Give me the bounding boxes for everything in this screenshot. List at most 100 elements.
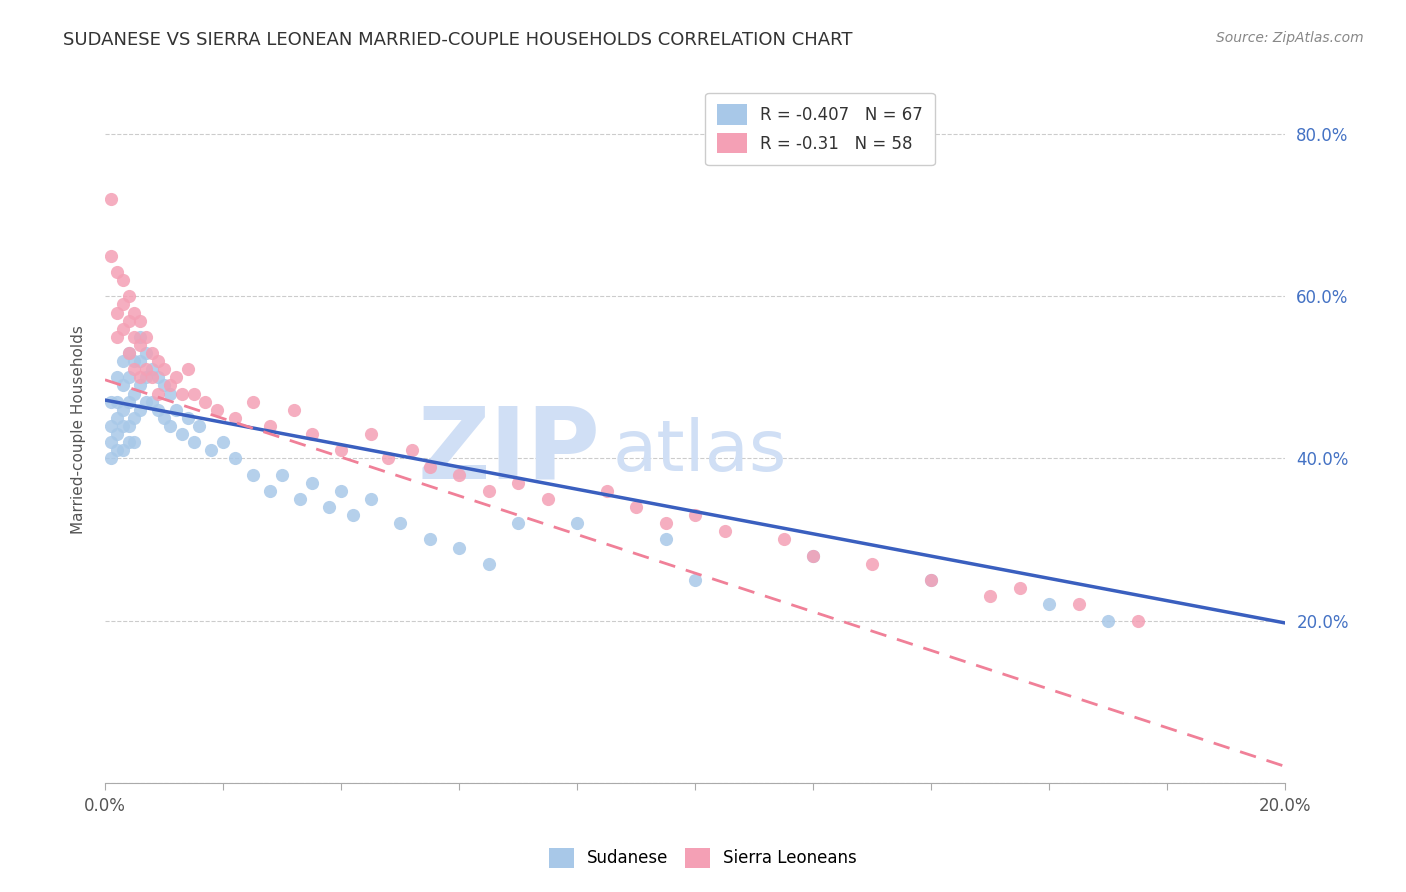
Point xyxy=(565,516,588,531)
Point xyxy=(212,435,235,450)
Point xyxy=(447,467,470,482)
Point xyxy=(111,402,134,417)
Point xyxy=(654,516,676,531)
Point xyxy=(654,533,676,547)
Point xyxy=(153,378,176,392)
Point xyxy=(117,313,139,327)
Point xyxy=(117,370,139,384)
Point xyxy=(506,475,529,490)
Point xyxy=(117,394,139,409)
Point xyxy=(595,483,617,498)
Point xyxy=(159,386,181,401)
Point xyxy=(288,491,311,506)
Point xyxy=(117,289,139,303)
Point xyxy=(159,378,181,392)
Text: ZIP: ZIP xyxy=(418,402,600,500)
Point xyxy=(146,370,169,384)
Point xyxy=(170,427,193,442)
Point xyxy=(105,443,128,458)
Point xyxy=(111,378,134,392)
Point xyxy=(536,491,558,506)
Point xyxy=(135,394,157,409)
Point xyxy=(713,524,735,539)
Point xyxy=(129,330,152,344)
Point xyxy=(105,265,128,279)
Point xyxy=(100,394,122,409)
Text: Source: ZipAtlas.com: Source: ZipAtlas.com xyxy=(1216,31,1364,45)
Point xyxy=(100,451,122,466)
Point xyxy=(129,378,152,392)
Legend: Sudanese, Sierra Leoneans: Sudanese, Sierra Leoneans xyxy=(543,841,863,875)
Point xyxy=(419,533,441,547)
Point xyxy=(183,386,205,401)
Point xyxy=(124,410,146,425)
Point xyxy=(165,370,187,384)
Point xyxy=(920,573,942,587)
Point xyxy=(176,362,198,376)
Point xyxy=(124,354,146,368)
Point xyxy=(683,573,706,587)
Point xyxy=(283,402,305,417)
Point xyxy=(141,362,163,376)
Point xyxy=(159,419,181,434)
Point xyxy=(124,362,146,376)
Point xyxy=(170,386,193,401)
Point xyxy=(176,410,198,425)
Point xyxy=(683,508,706,523)
Point xyxy=(135,370,157,384)
Point xyxy=(105,305,128,319)
Text: atlas: atlas xyxy=(613,417,787,486)
Point xyxy=(153,410,176,425)
Point xyxy=(124,435,146,450)
Point xyxy=(271,467,294,482)
Point xyxy=(224,451,246,466)
Point xyxy=(506,516,529,531)
Point xyxy=(183,435,205,450)
Point xyxy=(129,338,152,352)
Point xyxy=(105,410,128,425)
Point xyxy=(117,346,139,360)
Point xyxy=(124,305,146,319)
Point xyxy=(259,419,281,434)
Point xyxy=(117,346,139,360)
Point xyxy=(117,435,139,450)
Point xyxy=(1097,614,1119,628)
Point xyxy=(141,346,163,360)
Point xyxy=(242,394,264,409)
Point xyxy=(801,549,824,563)
Point xyxy=(259,483,281,498)
Point xyxy=(330,483,353,498)
Point xyxy=(194,394,217,409)
Text: SUDANESE VS SIERRA LEONEAN MARRIED-COUPLE HOUSEHOLDS CORRELATION CHART: SUDANESE VS SIERRA LEONEAN MARRIED-COUPL… xyxy=(63,31,853,49)
Point xyxy=(377,451,399,466)
Point xyxy=(129,313,152,327)
Point xyxy=(111,322,134,336)
Point xyxy=(624,500,647,514)
Point xyxy=(360,427,382,442)
Point xyxy=(111,419,134,434)
Point xyxy=(105,394,128,409)
Point xyxy=(146,402,169,417)
Point xyxy=(129,370,152,384)
Point xyxy=(477,557,499,571)
Point xyxy=(419,459,441,474)
Point xyxy=(860,557,883,571)
Point xyxy=(141,394,163,409)
Point xyxy=(100,435,122,450)
Point xyxy=(146,386,169,401)
Point xyxy=(801,549,824,563)
Point xyxy=(301,427,323,442)
Point xyxy=(117,419,139,434)
Point xyxy=(135,346,157,360)
Point xyxy=(105,330,128,344)
Point xyxy=(360,491,382,506)
Point xyxy=(1067,598,1090,612)
Point xyxy=(342,508,364,523)
Point xyxy=(124,386,146,401)
Point xyxy=(100,419,122,434)
Point xyxy=(111,297,134,311)
Point xyxy=(135,330,157,344)
Point xyxy=(100,192,122,206)
Point xyxy=(1126,614,1149,628)
Point xyxy=(111,354,134,368)
